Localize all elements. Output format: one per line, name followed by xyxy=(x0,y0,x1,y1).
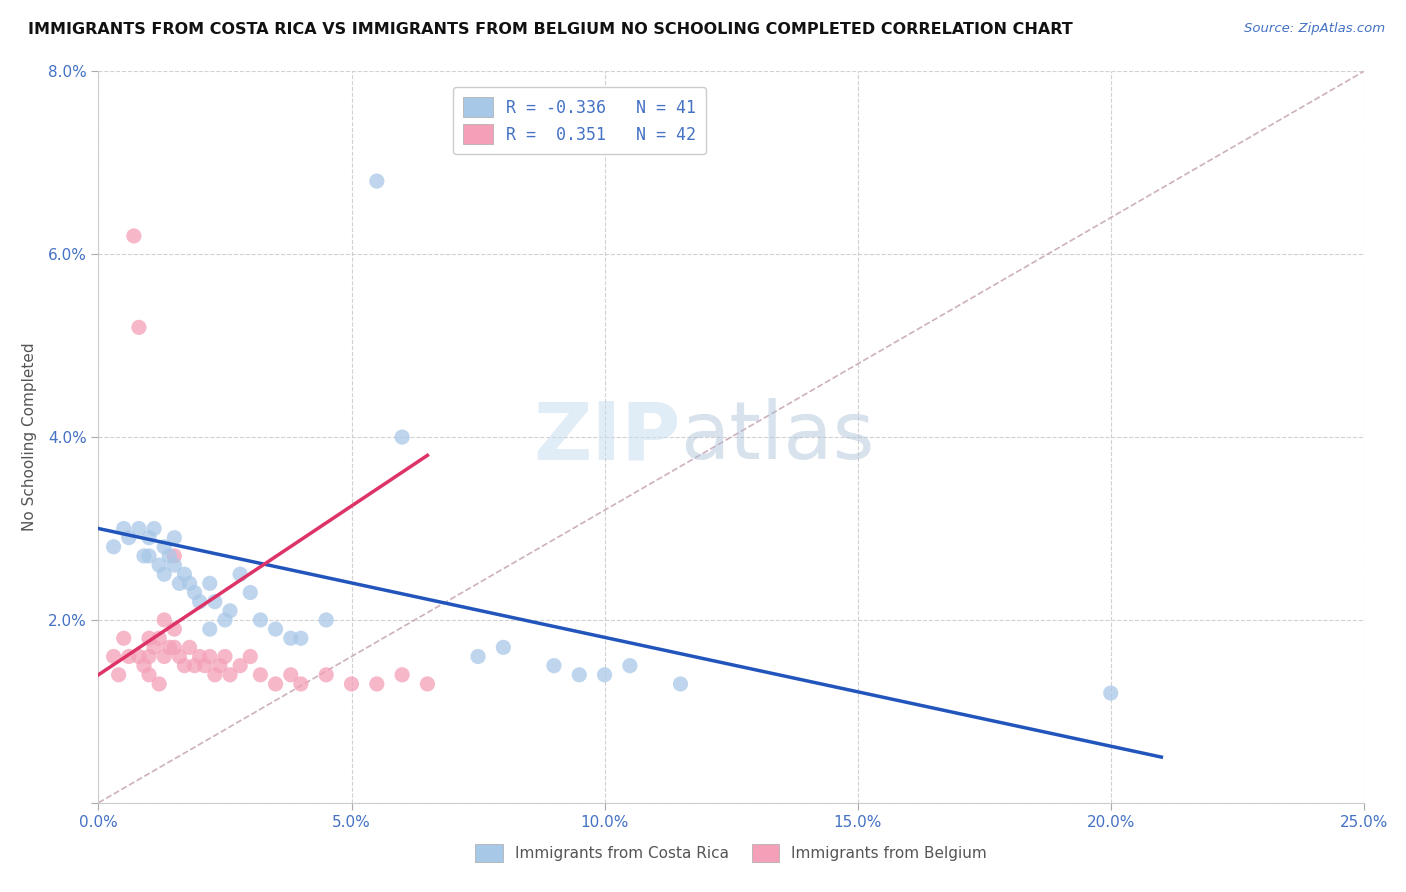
Point xyxy=(128,320,150,334)
Point xyxy=(103,649,125,664)
Point xyxy=(103,540,125,554)
Point xyxy=(204,667,226,681)
Point xyxy=(138,549,160,563)
Point xyxy=(219,667,242,681)
Point xyxy=(163,558,186,573)
Point xyxy=(239,585,262,599)
Point xyxy=(153,649,176,664)
Point xyxy=(290,632,312,646)
Point xyxy=(163,531,186,545)
Point xyxy=(366,174,388,188)
Point xyxy=(340,677,363,691)
Point xyxy=(143,640,166,655)
Point xyxy=(229,658,252,673)
Point xyxy=(188,595,211,609)
Point xyxy=(179,576,201,591)
Point xyxy=(183,585,205,599)
Point xyxy=(169,649,191,664)
Point xyxy=(148,677,170,691)
Point xyxy=(249,667,271,681)
Point xyxy=(366,677,388,691)
Point xyxy=(112,521,135,535)
Point xyxy=(148,558,170,573)
Point xyxy=(173,658,195,673)
Point xyxy=(138,667,160,681)
Point xyxy=(122,229,145,244)
Point xyxy=(183,658,205,673)
Point xyxy=(264,677,287,691)
Point xyxy=(543,658,565,673)
Point xyxy=(315,667,337,681)
Point xyxy=(198,649,221,664)
Point xyxy=(416,677,439,691)
Point xyxy=(107,667,129,681)
Point xyxy=(492,640,515,655)
Point xyxy=(128,649,150,664)
Text: Source: ZipAtlas.com: Source: ZipAtlas.com xyxy=(1244,22,1385,36)
Point xyxy=(118,531,141,545)
Point xyxy=(118,649,141,664)
Point xyxy=(198,622,221,636)
Point xyxy=(148,632,170,646)
Point xyxy=(153,540,176,554)
Point xyxy=(194,658,217,673)
Point xyxy=(138,531,160,545)
Point xyxy=(249,613,271,627)
Point xyxy=(214,649,236,664)
Point xyxy=(290,677,312,691)
Point xyxy=(280,667,302,681)
Point xyxy=(239,649,262,664)
Text: ZIP: ZIP xyxy=(533,398,681,476)
Point xyxy=(169,576,191,591)
Point xyxy=(593,667,616,681)
Point xyxy=(143,521,166,535)
Point xyxy=(219,604,242,618)
Point xyxy=(669,677,692,691)
Point xyxy=(179,640,201,655)
Point xyxy=(264,622,287,636)
Point xyxy=(157,640,180,655)
Legend: Immigrants from Costa Rica, Immigrants from Belgium: Immigrants from Costa Rica, Immigrants f… xyxy=(470,838,993,868)
Point xyxy=(391,430,413,444)
Point xyxy=(163,622,186,636)
Point xyxy=(132,658,155,673)
Text: atlas: atlas xyxy=(681,398,875,476)
Point xyxy=(214,613,236,627)
Point xyxy=(163,640,186,655)
Point xyxy=(128,521,150,535)
Point xyxy=(198,576,221,591)
Point xyxy=(153,567,176,582)
Point xyxy=(467,649,489,664)
Y-axis label: No Schooling Completed: No Schooling Completed xyxy=(21,343,37,532)
Point xyxy=(1099,686,1122,700)
Point xyxy=(163,549,186,563)
Point xyxy=(173,567,195,582)
Point xyxy=(204,595,226,609)
Point xyxy=(619,658,641,673)
Point xyxy=(315,613,337,627)
Point xyxy=(157,549,180,563)
Point xyxy=(208,658,231,673)
Point xyxy=(138,649,160,664)
Point xyxy=(112,632,135,646)
Point xyxy=(280,632,302,646)
Point xyxy=(132,549,155,563)
Point xyxy=(188,649,211,664)
Point xyxy=(568,667,591,681)
Point xyxy=(229,567,252,582)
Text: IMMIGRANTS FROM COSTA RICA VS IMMIGRANTS FROM BELGIUM NO SCHOOLING COMPLETED COR: IMMIGRANTS FROM COSTA RICA VS IMMIGRANTS… xyxy=(28,22,1073,37)
Point xyxy=(153,613,176,627)
Point xyxy=(138,632,160,646)
Point xyxy=(391,667,413,681)
